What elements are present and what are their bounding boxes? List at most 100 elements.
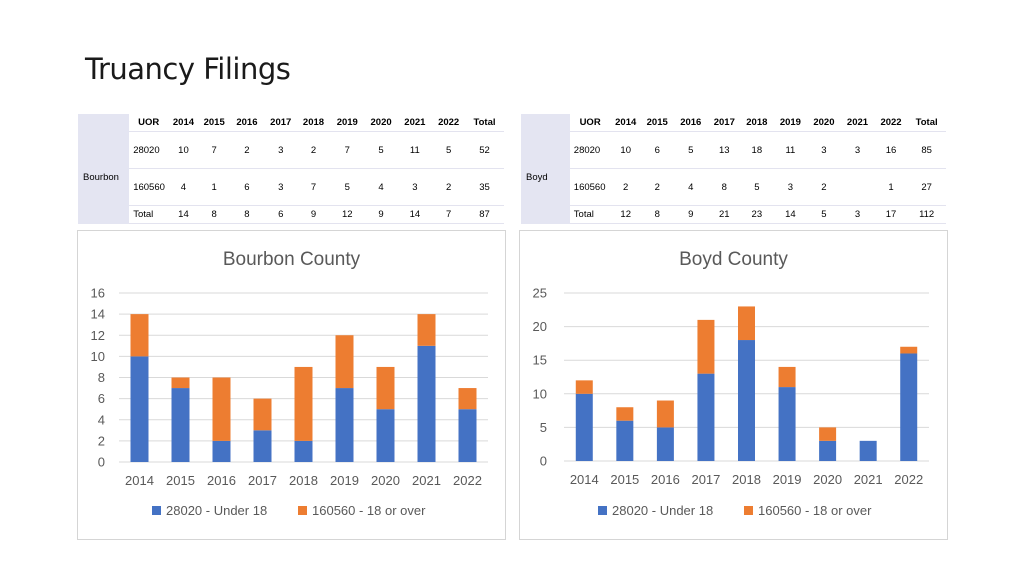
- total-label: Total: [129, 205, 169, 224]
- boyd-chart: Boyd County 0 5 10 15 20 25 2014 2015 2016 2017 201…: [519, 230, 948, 540]
- x-tick-label: 2020: [371, 473, 400, 488]
- bar-under-18: [616, 420, 634, 461]
- table-cell: 11: [773, 131, 808, 169]
- table-cell: 11: [397, 131, 433, 169]
- x-tick-label: 2020: [813, 472, 842, 487]
- bar-18-or-over: [335, 335, 354, 389]
- bar-18-or-over: [417, 314, 436, 346]
- table-header: 2014: [610, 114, 641, 132]
- table-total-row: Total 12 8 9 21 23 14 5 3 17 112: [521, 205, 946, 224]
- table-header: 2019: [773, 114, 808, 132]
- table-row: 160560 4 1 6 3 7 5 4 3 2 35: [78, 168, 504, 206]
- y-tick-label: 12: [91, 328, 105, 343]
- bar-under-18: [656, 427, 674, 461]
- table-cell: 7: [198, 131, 230, 169]
- table-cell: 14: [168, 205, 199, 224]
- x-tick-label: 2018: [289, 473, 318, 488]
- table-cell: 4: [673, 168, 709, 206]
- uor-code: 28020: [129, 131, 169, 169]
- table-cell: 2: [610, 168, 641, 206]
- table-cell: 27: [907, 168, 946, 206]
- x-tick-label: 2014: [570, 472, 599, 487]
- uor-code: 160560: [569, 168, 611, 206]
- bar-18-or-over: [738, 306, 755, 341]
- table-cell: 5: [673, 131, 709, 169]
- table-header: 2014: [168, 114, 199, 132]
- table-cell: 5: [807, 205, 841, 224]
- y-tick-label: 14: [91, 307, 105, 322]
- table-cell: [840, 168, 875, 206]
- x-tick-label: 2014: [125, 473, 154, 488]
- table-cell: 10: [610, 131, 641, 169]
- bourbon-chart-svg: Bourbon County 0 2 4 6 8 10 12 14 16 2014 2015 2016 2…: [91, 249, 488, 518]
- table-cell: 7: [297, 168, 330, 206]
- slide-title: Truancy Filings: [85, 52, 291, 86]
- table-header: 2019: [329, 114, 365, 132]
- table-cell: 5: [432, 131, 466, 169]
- table-cell: 17: [874, 205, 908, 224]
- uor-code: 160560: [129, 168, 169, 206]
- table-header: UOR: [129, 114, 169, 132]
- table-header: 2017: [264, 114, 298, 132]
- x-tick-label: 2017: [248, 473, 277, 488]
- table-cell: 12: [610, 205, 641, 224]
- table-header: 2021: [840, 114, 875, 132]
- y-tick-label: 8: [98, 370, 105, 385]
- table-cell: 8: [198, 205, 230, 224]
- table-cell: 2: [432, 168, 466, 206]
- table-cell: 3: [840, 205, 875, 224]
- y-tick-label: 10: [533, 386, 547, 401]
- y-tick-label: 0: [98, 455, 105, 470]
- table-cell: 6: [264, 205, 298, 224]
- y-tick-label: 25: [533, 286, 547, 301]
- table-cell: 9: [297, 205, 330, 224]
- table-cell: 3: [264, 131, 298, 169]
- chart-title: Boyd County: [679, 249, 788, 270]
- legend-label: 160560 - 18 or over: [312, 503, 426, 518]
- chart-title: Bourbon County: [223, 249, 361, 270]
- legend-swatch: [744, 506, 753, 515]
- y-tick-label: 20: [533, 319, 547, 334]
- bar-under-18: [697, 373, 715, 461]
- bourbon-uor-table: UOR 2014 2015 2016 2017 2018 2019 2020 2…: [78, 114, 504, 224]
- table-cell: 8: [229, 205, 265, 224]
- legend-label: 28020 - Under 18: [612, 503, 713, 518]
- table-cell: 14: [773, 205, 808, 224]
- table-header: 2017: [708, 114, 741, 132]
- table-cell: 5: [329, 168, 365, 206]
- bar-under-18: [738, 340, 755, 461]
- table-cell: 7: [432, 205, 466, 224]
- table-cell: 16: [874, 131, 908, 169]
- table-header: 2016: [229, 114, 265, 132]
- bar-18-or-over: [697, 319, 715, 374]
- bar-under-18: [417, 345, 436, 462]
- y-tick-label: 16: [91, 286, 105, 301]
- table-header: Total: [907, 114, 946, 132]
- bar-18-or-over: [171, 377, 190, 389]
- total-label: Total: [569, 205, 611, 224]
- bar-18-or-over: [130, 314, 149, 357]
- y-tick-label: 2: [98, 433, 105, 448]
- bar-under-18: [335, 388, 354, 462]
- x-tick-label: 2019: [330, 473, 359, 488]
- table-cell: 9: [673, 205, 709, 224]
- bar-under-18: [253, 430, 272, 462]
- table-header: 2016: [673, 114, 709, 132]
- x-tick-label: 2021: [854, 472, 883, 487]
- x-tick-label: 2017: [691, 472, 720, 487]
- bar-18-or-over: [656, 400, 674, 428]
- x-tick-label: 2022: [894, 472, 923, 487]
- table-header: 2015: [198, 114, 230, 132]
- legend-label: 160560 - 18 or over: [758, 503, 872, 518]
- x-tick-label: 2016: [651, 472, 680, 487]
- table-cell: 4: [168, 168, 199, 206]
- table-cell: 3: [264, 168, 298, 206]
- table-cell: 9: [364, 205, 398, 224]
- x-tick-label: 2015: [166, 473, 195, 488]
- bar-under-18: [859, 440, 877, 461]
- table-total-row: Total 14 8 8 6 9 12 9 14 7 87: [78, 205, 504, 224]
- bar-under-18: [171, 388, 190, 462]
- table-header: 2022: [432, 114, 466, 132]
- table-cell: 3: [773, 168, 808, 206]
- table-cell: 23: [740, 205, 774, 224]
